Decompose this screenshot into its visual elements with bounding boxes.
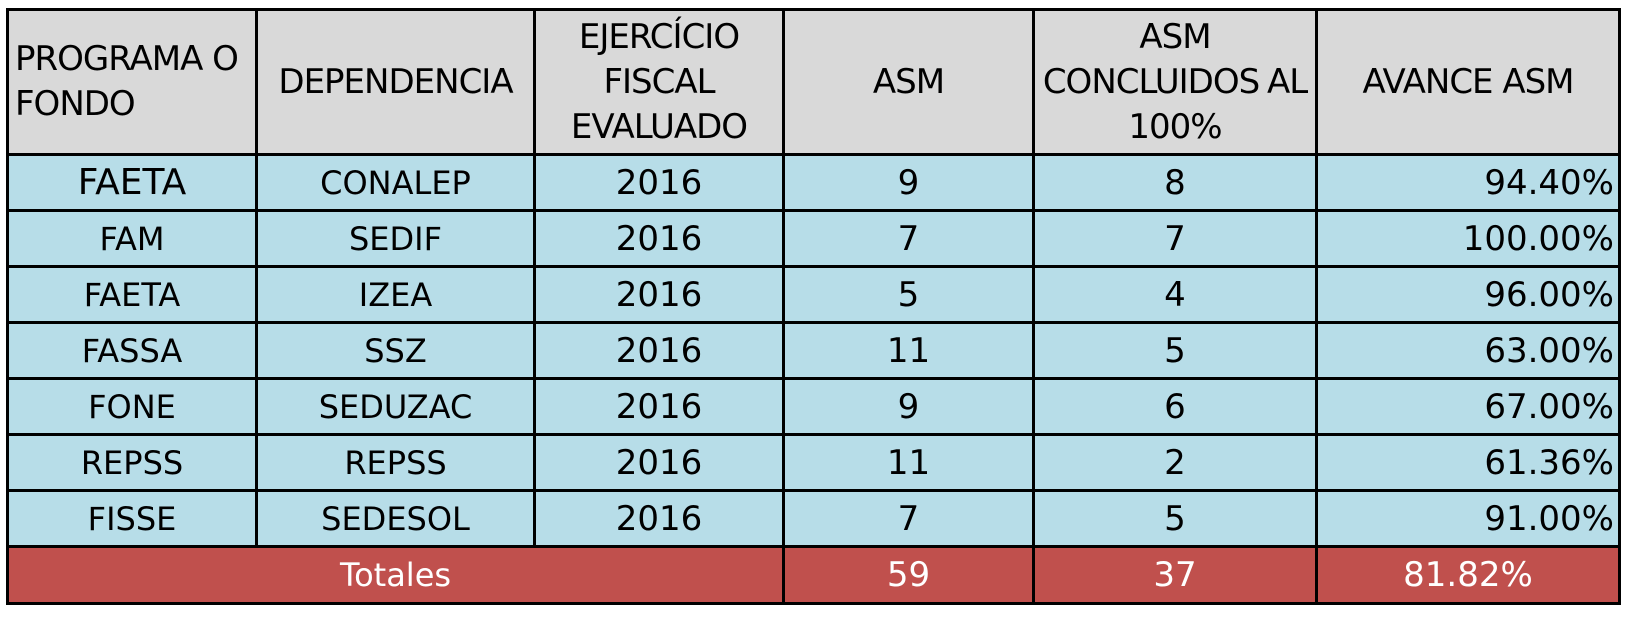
cell-ejercicio: 2016 bbox=[533, 433, 785, 492]
cell-asm: 11 bbox=[782, 321, 1035, 380]
totals-label: Totales bbox=[6, 545, 785, 605]
cell-dependencia: SEDUZAC bbox=[255, 377, 536, 436]
totals-asm: 59 bbox=[782, 545, 1035, 605]
asm-table: PROGRAMA O FONDO DEPENDENCIA EJERCÍCIO F… bbox=[6, 8, 1621, 605]
cell-ejercicio: 2016 bbox=[533, 153, 785, 212]
cell-dependencia: SSZ bbox=[255, 321, 536, 380]
cell-programa: FAETA bbox=[6, 265, 258, 324]
table-row: FASSA SSZ 2016 11 5 63.00% bbox=[6, 321, 1621, 380]
cell-dependencia: REPSS bbox=[255, 433, 536, 492]
header-programa-o-fondo: PROGRAMA O FONDO bbox=[6, 8, 258, 156]
cell-concluidos: 5 bbox=[1032, 321, 1318, 380]
cell-ejercicio: 2016 bbox=[533, 377, 785, 436]
cell-concluidos: 6 bbox=[1032, 377, 1318, 436]
cell-ejercicio: 2016 bbox=[533, 265, 785, 324]
cell-dependencia: IZEA bbox=[255, 265, 536, 324]
cell-asm: 5 bbox=[782, 265, 1035, 324]
cell-ejercicio: 2016 bbox=[533, 321, 785, 380]
cell-dependencia: SEDESOL bbox=[255, 489, 536, 548]
cell-asm: 9 bbox=[782, 377, 1035, 436]
cell-programa: FAETA bbox=[6, 153, 258, 212]
table-header-row: PROGRAMA O FONDO DEPENDENCIA EJERCÍCIO F… bbox=[6, 8, 1621, 156]
cell-avance: 96.00% bbox=[1315, 265, 1621, 324]
header-avance-asm: AVANCE ASM bbox=[1315, 8, 1621, 156]
cell-ejercicio: 2016 bbox=[533, 489, 785, 548]
cell-asm: 7 bbox=[782, 489, 1035, 548]
totals-avance: 81.82% bbox=[1315, 545, 1621, 605]
header-asm-concluidos: ASM CONCLUIDOS AL 100% bbox=[1032, 8, 1318, 156]
cell-dependencia: SEDIF bbox=[255, 209, 536, 268]
asm-table-container: PROGRAMA O FONDO DEPENDENCIA EJERCÍCIO F… bbox=[6, 8, 1621, 605]
cell-concluidos: 4 bbox=[1032, 265, 1318, 324]
totals-concluidos: 37 bbox=[1032, 545, 1318, 605]
cell-avance: 91.00% bbox=[1315, 489, 1621, 548]
table-row: REPSS REPSS 2016 11 2 61.36% bbox=[6, 433, 1621, 492]
cell-asm: 9 bbox=[782, 153, 1035, 212]
table-row: FAETA CONALEP 2016 9 8 94.40% bbox=[6, 153, 1621, 212]
cell-programa: REPSS bbox=[6, 433, 258, 492]
cell-avance: 63.00% bbox=[1315, 321, 1621, 380]
header-asm: ASM bbox=[782, 8, 1035, 156]
cell-avance: 67.00% bbox=[1315, 377, 1621, 436]
cell-programa: FAM bbox=[6, 209, 258, 268]
header-dependencia: DEPENDENCIA bbox=[255, 8, 536, 156]
cell-avance: 94.40% bbox=[1315, 153, 1621, 212]
cell-asm: 7 bbox=[782, 209, 1035, 268]
totals-row: Totales 59 37 81.82% bbox=[6, 545, 1621, 605]
table-row: FISSE SEDESOL 2016 7 5 91.00% bbox=[6, 489, 1621, 548]
cell-concluidos: 7 bbox=[1032, 209, 1318, 268]
header-ejercicio-fiscal: EJERCÍCIO FISCAL EVALUADO bbox=[533, 8, 785, 156]
cell-avance: 100.00% bbox=[1315, 209, 1621, 268]
cell-programa: FONE bbox=[6, 377, 258, 436]
cell-asm: 11 bbox=[782, 433, 1035, 492]
table-row: FONE SEDUZAC 2016 9 6 67.00% bbox=[6, 377, 1621, 436]
cell-programa: FISSE bbox=[6, 489, 258, 548]
table-row: FAETA IZEA 2016 5 4 96.00% bbox=[6, 265, 1621, 324]
cell-concluidos: 5 bbox=[1032, 489, 1318, 548]
cell-concluidos: 8 bbox=[1032, 153, 1318, 212]
cell-ejercicio: 2016 bbox=[533, 209, 785, 268]
table-row: FAM SEDIF 2016 7 7 100.00% bbox=[6, 209, 1621, 268]
cell-avance: 61.36% bbox=[1315, 433, 1621, 492]
cell-programa: FASSA bbox=[6, 321, 258, 380]
cell-dependencia: CONALEP bbox=[255, 153, 536, 212]
cell-concluidos: 2 bbox=[1032, 433, 1318, 492]
